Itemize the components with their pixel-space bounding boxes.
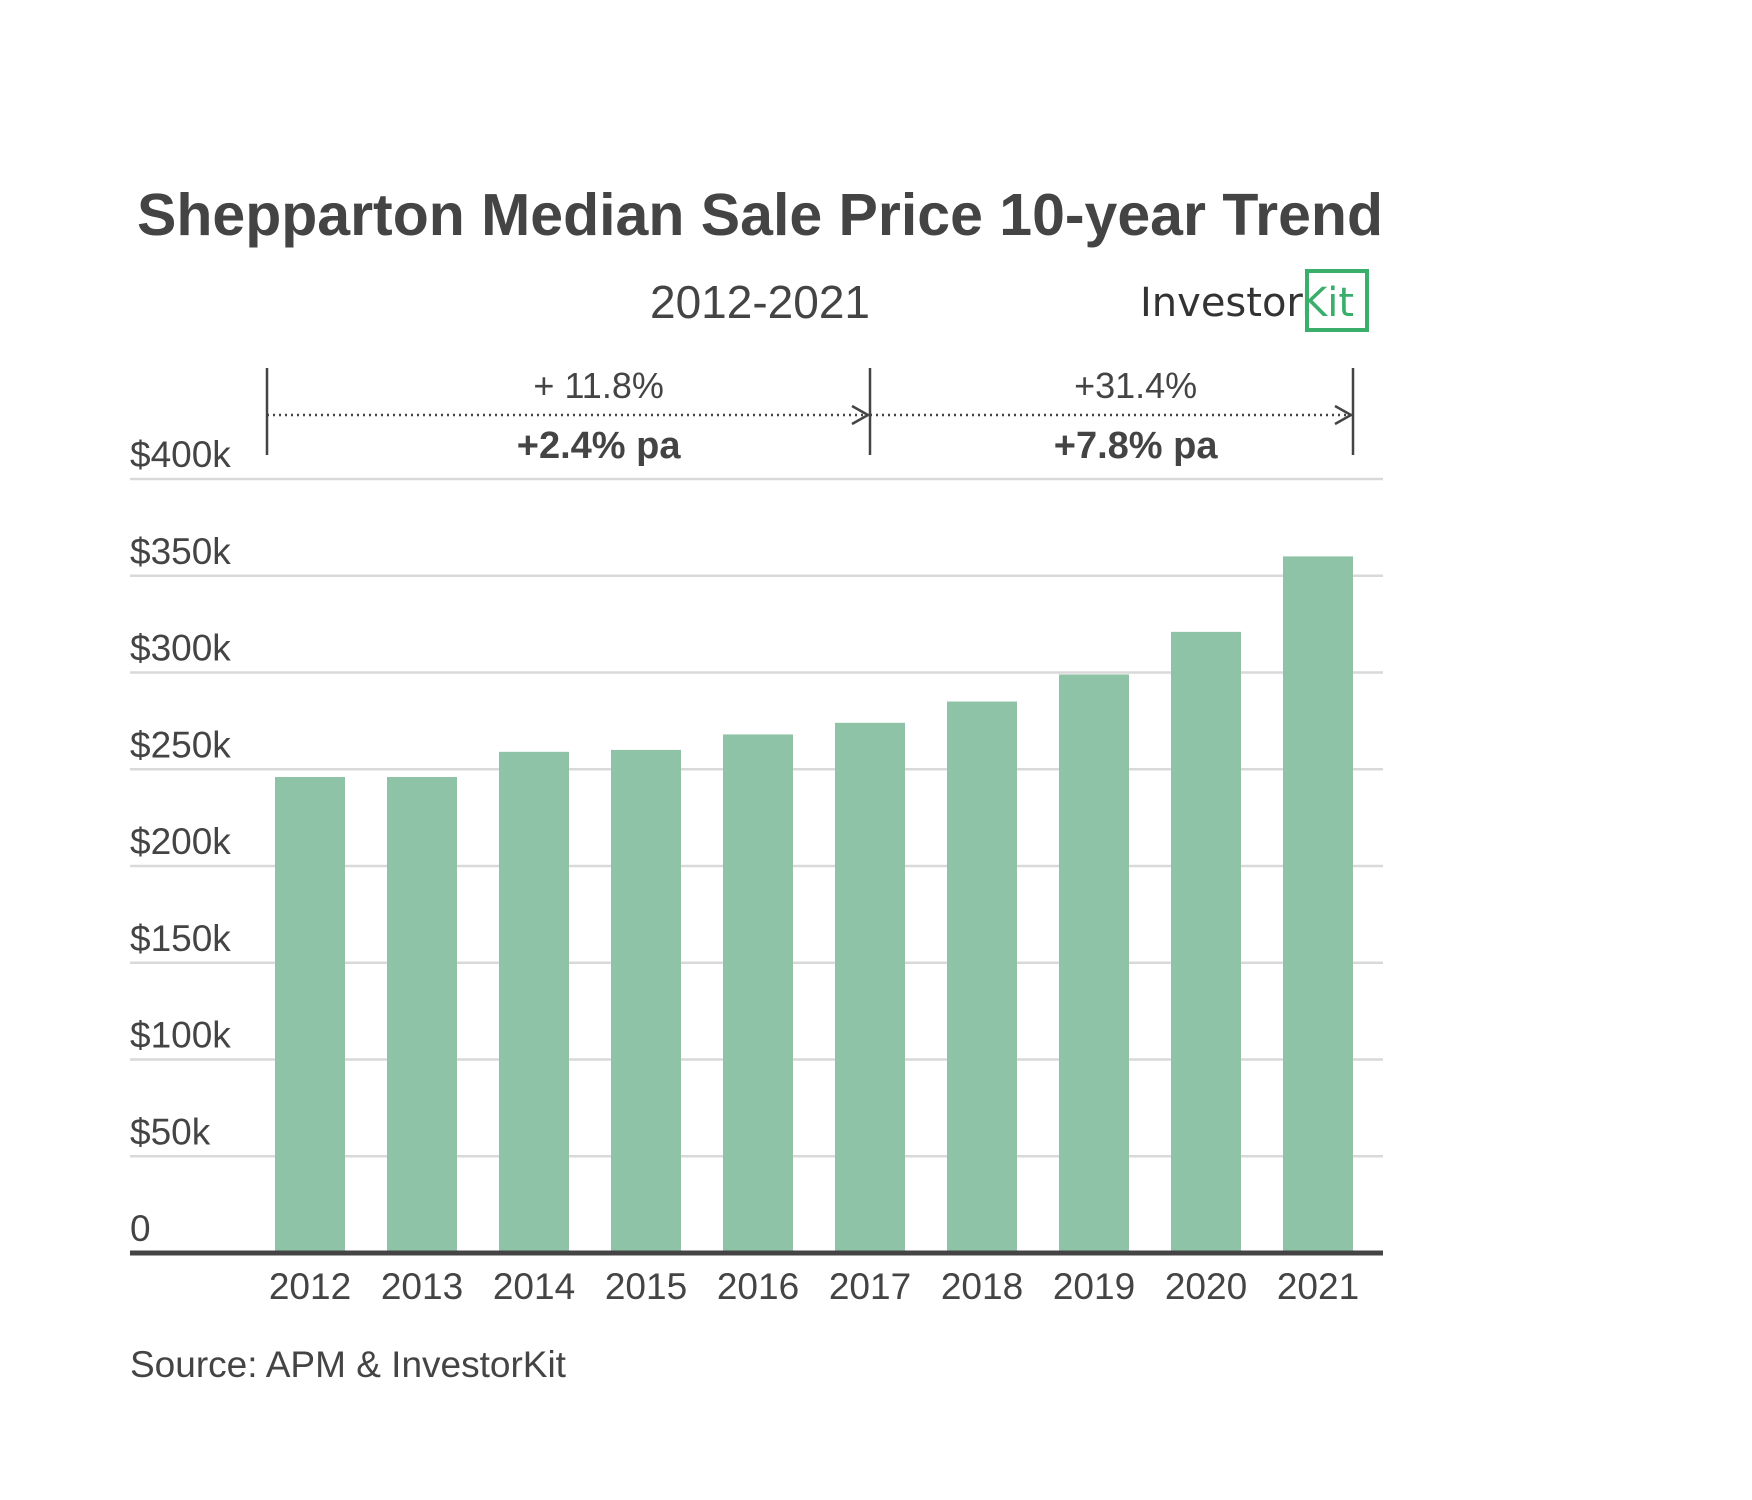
x-tick-label: 2015 — [605, 1266, 687, 1307]
x-tick-label: 2013 — [381, 1266, 463, 1307]
y-tick-label: $300k — [130, 628, 231, 669]
bar-2014 — [499, 751, 569, 1253]
x-tick-label: 2017 — [829, 1266, 911, 1307]
bars — [275, 556, 1353, 1253]
x-tick-label: 2012 — [269, 1266, 351, 1307]
bar-2017 — [835, 722, 905, 1253]
annotation-total-label: + 11.8% — [533, 365, 663, 406]
chart-subtitle: 2012-2021 — [650, 276, 870, 328]
chart-title: Shepparton Median Sale Price 10-year Tre… — [137, 182, 1383, 248]
y-tick-label: $50k — [130, 1111, 211, 1152]
brand-logo: Investor Kit — [1140, 269, 1369, 332]
x-tick-label: 2018 — [941, 1266, 1023, 1307]
y-tick-label: $400k — [130, 434, 231, 475]
x-tick-label: 2014 — [493, 1266, 575, 1307]
bar-2021 — [1283, 556, 1353, 1253]
bar-2015 — [611, 749, 681, 1253]
bar-2018 — [947, 701, 1017, 1253]
annotation-arrowhead — [851, 404, 871, 426]
annotation-arrowhead — [1334, 404, 1354, 426]
bar-2016 — [723, 734, 793, 1253]
y-tick-label: $100k — [130, 1015, 231, 1056]
y-tick-label: $350k — [130, 531, 231, 572]
y-axis-ticks: 0 $50k $100k $150k $200k $250k $300k $350k $400k — [130, 434, 231, 1249]
x-tick-label: 2021 — [1277, 1266, 1359, 1307]
bar-2020 — [1171, 631, 1241, 1253]
x-axis-ticks: 2012 2013 2014 2015 2016 2017 2018 2019 2020 2021 — [269, 1266, 1359, 1307]
y-tick-label: $250k — [130, 724, 231, 765]
brand-name-part1: Investor — [1140, 280, 1303, 326]
source-note: Source: APM & InvestorKit — [130, 1344, 567, 1385]
annotation-total-label: +31.4% — [1074, 365, 1197, 406]
bar-2012 — [275, 776, 345, 1253]
brand-name-part2: Kit — [1301, 280, 1354, 326]
x-tick-label: 2016 — [717, 1266, 799, 1307]
x-tick-label: 2019 — [1053, 1266, 1135, 1307]
y-tick-label: $150k — [130, 918, 231, 959]
bar-2013 — [387, 776, 457, 1253]
annotation-annual-label: +7.8% pa — [1054, 425, 1219, 467]
y-tick-label: $200k — [130, 821, 231, 862]
brand-box — [1305, 269, 1369, 332]
x-tick-label: 2020 — [1165, 1266, 1247, 1307]
annotation-annual-label: +2.4% pa — [517, 425, 682, 467]
y-tick-label: 0 — [130, 1208, 151, 1249]
growth-annotations: + 11.8% +2.4% pa +31.4% +7.8% pa — [265, 365, 1355, 467]
bar-2019 — [1059, 674, 1129, 1253]
